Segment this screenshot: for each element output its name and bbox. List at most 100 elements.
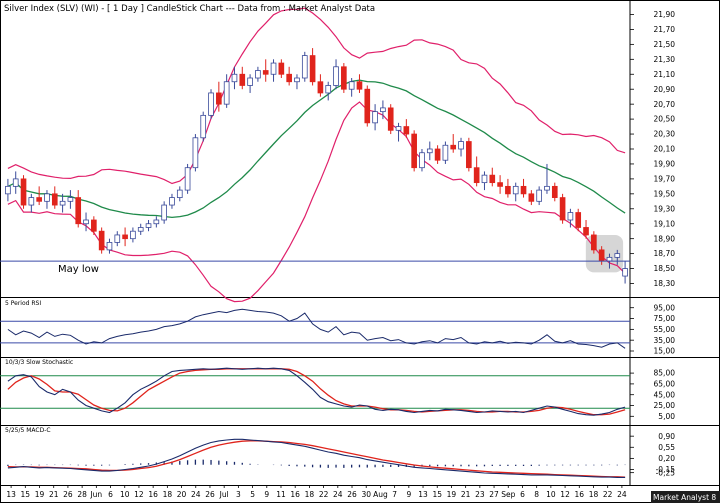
x-tick-label: 13 [6, 490, 16, 499]
candle-39 [309, 48, 316, 86]
candle-body-8 [67, 197, 74, 202]
candle-50 [395, 122, 402, 142]
candle-2 [20, 175, 27, 209]
candle-21 [169, 193, 175, 209]
x-tick-label: 11 [276, 490, 286, 499]
candle-19 [153, 216, 160, 228]
candle-14 [114, 231, 121, 247]
candle-43 [341, 63, 347, 93]
candlesticks [5, 48, 628, 284]
x-tick-label: 27 [489, 490, 499, 499]
y-axis-labels: 21,90 21,70 21,50 21,30 21,10 20,90 20,70 20,50… [630, 10, 675, 477]
y-tick-label: 0,90 [658, 432, 675, 441]
candle-body-77 [606, 256, 613, 262]
candle-70 [551, 182, 558, 202]
y-tick-label: 20,90 [654, 85, 676, 94]
candle-66 [520, 178, 527, 198]
candle-72 [567, 208, 574, 228]
y-tick-label: 19,70 [654, 174, 676, 183]
candle-69 [544, 163, 550, 194]
candle-body-60 [473, 167, 480, 184]
candle-30 [239, 66, 246, 90]
x-tick-label: 24 [333, 490, 343, 499]
candle-65 [512, 182, 519, 202]
candle-37 [294, 74, 300, 90]
y-tick-label: 45,00 [654, 390, 676, 399]
watermark-box [651, 491, 720, 503]
candle-body-37 [294, 77, 300, 83]
y-tick-label: 20,50 [654, 115, 676, 124]
y-tick-label: 21,10 [654, 70, 676, 79]
y-tick-label: 18,30 [654, 279, 676, 288]
y-tick-label: 15,00 [654, 347, 676, 356]
candle-12 [98, 227, 105, 254]
candle-68 [536, 186, 542, 206]
candle-15 [122, 227, 128, 247]
x-tick-label: 16 [148, 490, 158, 499]
candle-body-51 [403, 126, 410, 135]
candle-body-39 [309, 55, 316, 83]
candle-17 [137, 223, 144, 235]
x-tick-label: 18 [305, 490, 315, 499]
candle-body-68 [536, 189, 542, 202]
candle-59 [466, 137, 472, 172]
x-tick-label: 19 [35, 490, 45, 499]
y-tick-label: 65,00 [654, 380, 676, 389]
candle-24 [192, 134, 199, 172]
candle-body-28 [223, 81, 230, 105]
candle-52 [411, 130, 417, 172]
candle-36 [286, 66, 292, 86]
x-tick-label: 13 [418, 490, 428, 499]
candle-3 [28, 193, 35, 213]
candle-25 [200, 111, 207, 142]
y-tick-label: 20,30 [654, 130, 676, 139]
macd-title: 5/25/5 MACD-C [5, 427, 51, 434]
candle-11 [91, 216, 97, 235]
candle-body-62 [489, 174, 496, 184]
may-low-label: May low [58, 264, 99, 275]
candle-body-55 [434, 148, 441, 161]
y-tick-label: 0,20 [658, 454, 675, 463]
x-axis-labels: 13 15 19 21 26 28 Jun 6 10 12 16 18 20 24 26 Jul 3 5 9 11 16… [6, 485, 627, 499]
candle-6 [51, 186, 58, 209]
y-tick-label: 5,00 [658, 412, 675, 421]
candle-61 [481, 171, 488, 191]
candle-22 [176, 186, 183, 202]
candle-body-52 [411, 133, 417, 169]
candle-45 [356, 74, 363, 93]
candle-body-57 [450, 144, 457, 150]
y-tick-label: 25,00 [654, 401, 676, 410]
candle-body-26 [208, 92, 214, 116]
candle-body-58 [458, 141, 464, 150]
candle-body-50 [395, 126, 402, 131]
moving-average [7, 79, 626, 219]
candle-body-24 [192, 137, 199, 169]
candle-7 [59, 193, 66, 213]
candle-body-41 [325, 85, 332, 94]
candle-body-63 [497, 182, 503, 187]
candle-body-7 [59, 200, 66, 206]
y-tick-label: 21,70 [654, 25, 676, 34]
candle-body-2 [20, 178, 27, 206]
x-tick-label: 22 [319, 490, 329, 499]
candle-body-10 [83, 219, 89, 225]
candle-18 [145, 220, 152, 232]
x-tick-label: 3 [236, 490, 241, 499]
x-tick-label: 30 [361, 490, 371, 499]
candle-body-54 [426, 148, 433, 154]
candle-44 [348, 78, 355, 97]
candle-13 [106, 238, 113, 254]
y-tick-label: 21,30 [654, 55, 676, 64]
candle-body-34 [270, 62, 277, 75]
candle-56 [442, 141, 449, 164]
candle-body-20 [161, 204, 167, 221]
candle-42 [333, 59, 339, 90]
candle-body-75 [591, 234, 597, 251]
candle-body-70 [551, 185, 558, 198]
candle-body-53 [419, 152, 425, 169]
x-tick-label: 23 [475, 490, 485, 499]
candle-body-1 [12, 178, 19, 187]
x-tick-label: Jun [89, 490, 102, 499]
candle-63 [497, 175, 503, 194]
candle-54 [426, 141, 433, 161]
